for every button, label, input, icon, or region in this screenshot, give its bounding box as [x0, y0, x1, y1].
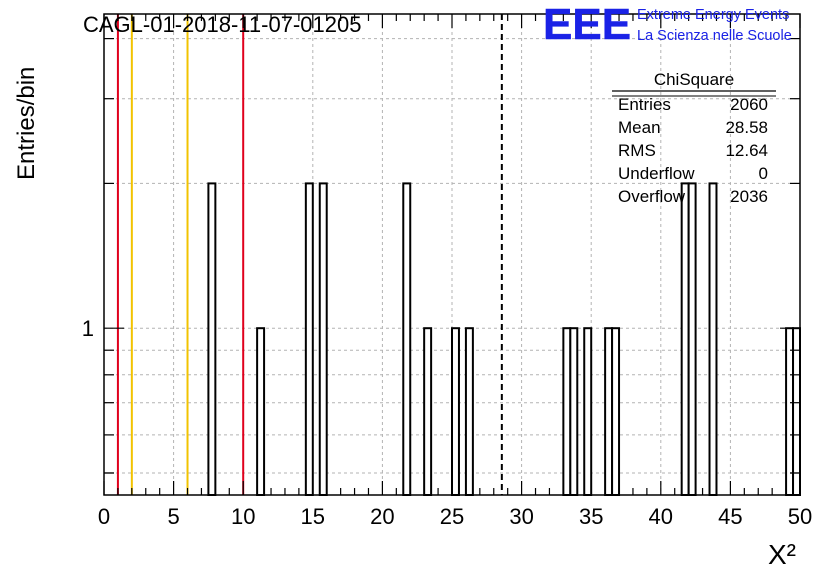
x-tick-label: 30 [509, 504, 533, 529]
stats-value: 2036 [730, 187, 768, 206]
stats-value: 0 [759, 164, 768, 183]
stats-value: 2060 [730, 95, 768, 114]
histogram-bar [604, 327, 614, 496]
stats-rows: Entries 2060 Mean 28.58 RMS 12.64 Underflow 0 Ov… [618, 95, 768, 206]
y-axis-label: Entries/bin [13, 67, 40, 180]
histogram-bar [611, 327, 621, 496]
x-tick-label: 15 [301, 504, 325, 529]
x-tick-label: 0 [98, 504, 110, 529]
stats-value: 28.58 [725, 118, 768, 137]
histogram-bar [451, 327, 460, 496]
histogram-bar [680, 182, 690, 497]
histogram-bar [569, 327, 579, 496]
histogram-bar [687, 182, 697, 497]
histogram-bar [423, 327, 433, 496]
axis-ticks: 0 5 10 15 20 25 30 35 40 45 50 1 [82, 14, 812, 529]
stats-box: ChiSquare Entries 2060 Mean 28.58 RMS 12.64 Un… [612, 70, 776, 206]
histogram-bar [792, 327, 801, 496]
histogram-bar [708, 182, 718, 497]
logo-line-1: Extreme Energy Events [637, 7, 789, 23]
stats-label: RMS [618, 141, 656, 160]
stats-label: Underflow [618, 164, 695, 183]
eee-logo: EEE [543, 0, 631, 49]
histogram-bar [318, 182, 328, 497]
histogram-bar [402, 182, 412, 497]
histogram-bar [583, 327, 593, 496]
x-tick-label: 10 [231, 504, 255, 529]
histogram-bar [304, 182, 314, 497]
histogram-bar [562, 327, 572, 496]
stats-value: 12.64 [725, 141, 768, 160]
histogram-bar [256, 327, 266, 496]
x-tick-label: 20 [370, 504, 394, 529]
histogram-bar [785, 327, 795, 496]
y-tick-label: 1 [82, 316, 94, 341]
stats-title: ChiSquare [654, 70, 734, 89]
x-tick-label: 25 [440, 504, 464, 529]
histogram-bar [207, 182, 217, 497]
x-tick-label: 5 [167, 504, 179, 529]
x-tick-label: 50 [788, 504, 812, 529]
run-title: CAGL-01-2018-11-07-01205 [83, 12, 361, 37]
x-tick-label: 45 [718, 504, 742, 529]
threshold-markers [116, 14, 245, 495]
x-tick-label: 40 [649, 504, 673, 529]
stats-label: Overflow [618, 187, 686, 206]
x-tick-label: 35 [579, 504, 603, 529]
x-axis-label: X² [768, 539, 796, 570]
logo-line-2: La Scienza nelle Scuole [637, 28, 792, 44]
stats-label: Mean [618, 118, 661, 137]
histogram-bar [464, 327, 474, 496]
stats-label: Entries [618, 95, 671, 114]
